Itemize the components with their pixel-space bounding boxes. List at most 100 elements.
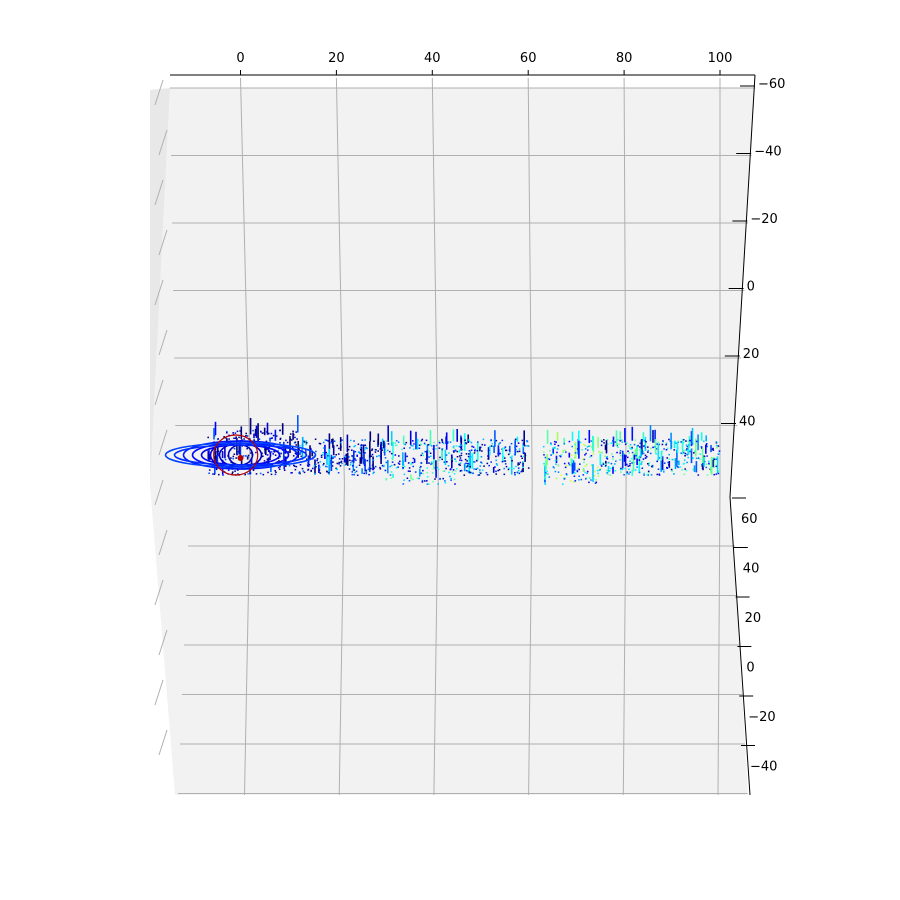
point [715, 465, 718, 468]
point [522, 466, 524, 468]
point [552, 447, 555, 449]
point [639, 448, 642, 457]
point [586, 446, 589, 448]
point [410, 462, 413, 464]
point [260, 431, 262, 433]
point [445, 454, 447, 456]
point [315, 450, 317, 453]
point [567, 462, 570, 464]
point [527, 467, 530, 469]
point [445, 467, 447, 470]
point [426, 476, 429, 478]
point [692, 457, 695, 459]
point [340, 461, 342, 464]
point [629, 464, 631, 467]
point [708, 463, 710, 466]
point [371, 448, 374, 450]
point [385, 440, 388, 442]
point [336, 444, 338, 447]
point [453, 445, 455, 447]
point [612, 467, 614, 474]
point [621, 468, 624, 470]
point [438, 442, 441, 444]
point [518, 463, 520, 465]
point [553, 467, 555, 469]
point [661, 456, 664, 471]
point [463, 433, 466, 451]
point [586, 472, 588, 474]
point [619, 431, 621, 441]
point [710, 456, 713, 475]
point [380, 441, 382, 460]
point [426, 471, 429, 474]
point [448, 471, 450, 474]
point [518, 448, 521, 450]
point [290, 439, 293, 441]
point [420, 462, 422, 464]
point [358, 464, 361, 466]
x-tick-label: 0 [236, 51, 244, 66]
point [564, 449, 566, 452]
point [562, 483, 564, 485]
point [487, 449, 490, 452]
point [498, 469, 501, 471]
point [687, 440, 690, 442]
point [509, 445, 511, 453]
point [654, 446, 656, 448]
point [410, 463, 413, 465]
point [255, 425, 258, 438]
point [250, 457, 253, 466]
point [292, 434, 295, 436]
point [351, 460, 353, 462]
point [368, 473, 370, 476]
point [611, 453, 613, 455]
point [253, 433, 255, 439]
point [644, 439, 646, 442]
point [351, 449, 353, 451]
point [668, 461, 671, 468]
point [564, 466, 567, 469]
point [346, 434, 349, 452]
point [629, 471, 631, 473]
point [292, 455, 295, 457]
point [352, 455, 355, 471]
point [312, 467, 314, 470]
point [319, 466, 321, 469]
point [266, 422, 269, 435]
point [232, 457, 234, 460]
point [690, 448, 693, 450]
point [521, 469, 524, 471]
point [634, 448, 637, 457]
point-cloud [164, 415, 721, 485]
point [379, 468, 382, 470]
point [590, 479, 592, 481]
point [487, 455, 489, 457]
point [588, 445, 590, 447]
point [584, 471, 586, 474]
point [266, 431, 268, 433]
point [610, 442, 612, 444]
point [597, 436, 599, 448]
point [503, 447, 506, 449]
point-ring [213, 434, 259, 476]
point [476, 467, 479, 470]
point [620, 439, 623, 441]
point [298, 471, 301, 473]
point [647, 463, 649, 465]
point [612, 465, 614, 468]
point [565, 464, 568, 467]
point [680, 441, 682, 443]
point [485, 472, 488, 474]
point [297, 415, 299, 433]
point [666, 457, 668, 459]
point [289, 436, 291, 454]
point [582, 470, 585, 472]
point [606, 456, 608, 458]
point [352, 465, 354, 467]
point [301, 467, 304, 470]
point [601, 440, 603, 443]
point [350, 439, 352, 442]
point [588, 481, 590, 484]
point [379, 455, 381, 457]
point [249, 471, 251, 473]
